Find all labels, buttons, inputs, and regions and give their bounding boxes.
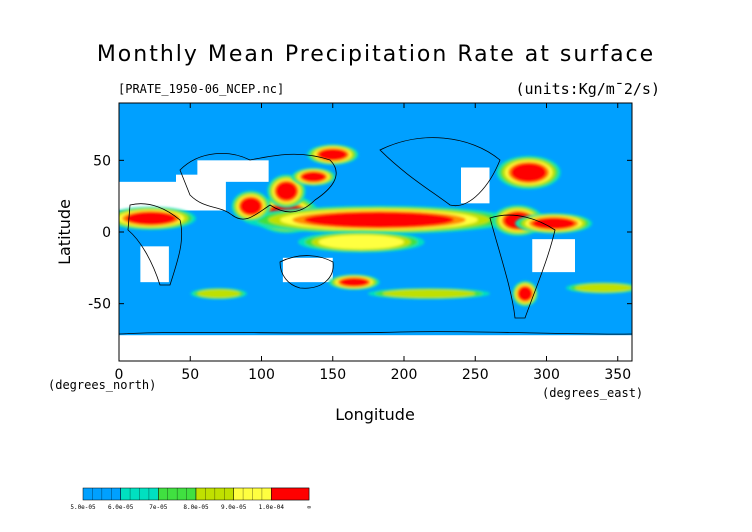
coastlines: [119, 137, 632, 335]
colorbar-label: 9.0e-05: [221, 504, 247, 511]
precip-region-eastern-us: [496, 155, 561, 190]
x-axis-label: Longitude: [335, 405, 415, 424]
precip-contour: [275, 181, 298, 201]
precip-contour: [518, 286, 533, 301]
precip-region-south-china: [267, 174, 306, 208]
colorbar-label: 5.0e-05: [70, 504, 96, 511]
x-tick-label: 50: [181, 367, 199, 383]
precip-region-japan: [291, 167, 336, 186]
colorbar-label: 6.0e-05: [108, 504, 134, 511]
precip-contour: [575, 283, 632, 293]
y-tick-label: 0: [102, 225, 111, 241]
precip-region-spcz: [297, 231, 425, 253]
colorbar-label: 1.0e-04: [259, 504, 285, 511]
precip-contour: [318, 148, 347, 161]
x-tick-label: 0: [115, 367, 124, 383]
precip-contour: [532, 217, 575, 230]
colorbar-label: 8.0e-05: [183, 504, 209, 511]
precip-region-southern-ocean-atlantic: [565, 282, 632, 294]
precip-contour: [126, 211, 176, 225]
y-tick-label: 50: [93, 153, 111, 169]
precip-region-west-africa: [119, 206, 196, 230]
precip-contour: [339, 277, 369, 287]
missing-region-south-america-east: [532, 239, 575, 273]
precip-contour: [382, 289, 476, 298]
precip-contour: [240, 197, 262, 215]
y-axis-label: Latitude: [55, 199, 74, 265]
precip-region-bay-of-bengal: [231, 190, 271, 222]
precip-contour: [304, 211, 454, 228]
missing-region-southern-africa: [140, 246, 169, 283]
coastline-path: [279, 255, 334, 289]
precip-region-pacific-itcz-band: [244, 205, 514, 235]
x-tick-label: 250: [462, 367, 489, 383]
precip-region-new-zealand: [328, 274, 380, 290]
x-axis-unit: (degrees_east): [542, 386, 643, 400]
colorbar-label: 7e-05: [149, 504, 167, 511]
coastline-path: [119, 331, 632, 335]
units-label: (units:Kg/m¯2/s): [515, 80, 661, 98]
x-tick-label: 300: [533, 367, 560, 383]
coastline-path: [127, 203, 183, 286]
precip-contour: [318, 234, 404, 250]
missing-region-australia: [282, 257, 333, 283]
colorbar-label: ∞: [307, 504, 311, 511]
precip-region-southern-ocean-pacific: [367, 287, 491, 300]
x-tick-label: 200: [391, 367, 418, 383]
precip-contour: [510, 163, 547, 182]
coastline-path: [179, 153, 337, 220]
precip-region-southern-ocean-indian: [190, 287, 247, 300]
chart-subtitle: [PRATE_1950-06_NCEP.nc]: [118, 82, 285, 96]
precip-contour: [197, 289, 241, 298]
x-tick-label: 350: [604, 367, 631, 383]
missing-region-central-asia: [197, 160, 269, 182]
coastline-path: [379, 137, 501, 206]
colorbar: 5.0e-05 6.0e-05 7e-05 8.0e-05 9.0e-05 1.0e-04…: [70, 487, 311, 511]
chart-title: Monthly Mean Precipitation Rate at surfa…: [96, 42, 656, 67]
missing-region-antarctica-patches: [119, 335, 632, 361]
y-tick-label: -50: [88, 297, 111, 313]
x-tick-label: 150: [319, 367, 346, 383]
colorbar-swatch: [271, 487, 310, 501]
missing-region-western-us-mexico: [461, 167, 490, 204]
y-axis-unit: (degrees_north): [48, 378, 156, 392]
x-tick-label: 100: [248, 367, 275, 383]
missing-region-sahara: [119, 181, 176, 211]
coastline-path: [489, 214, 556, 319]
precip-contour: [301, 171, 326, 182]
precip-region-north-south-america: [515, 213, 593, 234]
precip-region-kamchatka-n-pacific: [307, 144, 359, 165]
